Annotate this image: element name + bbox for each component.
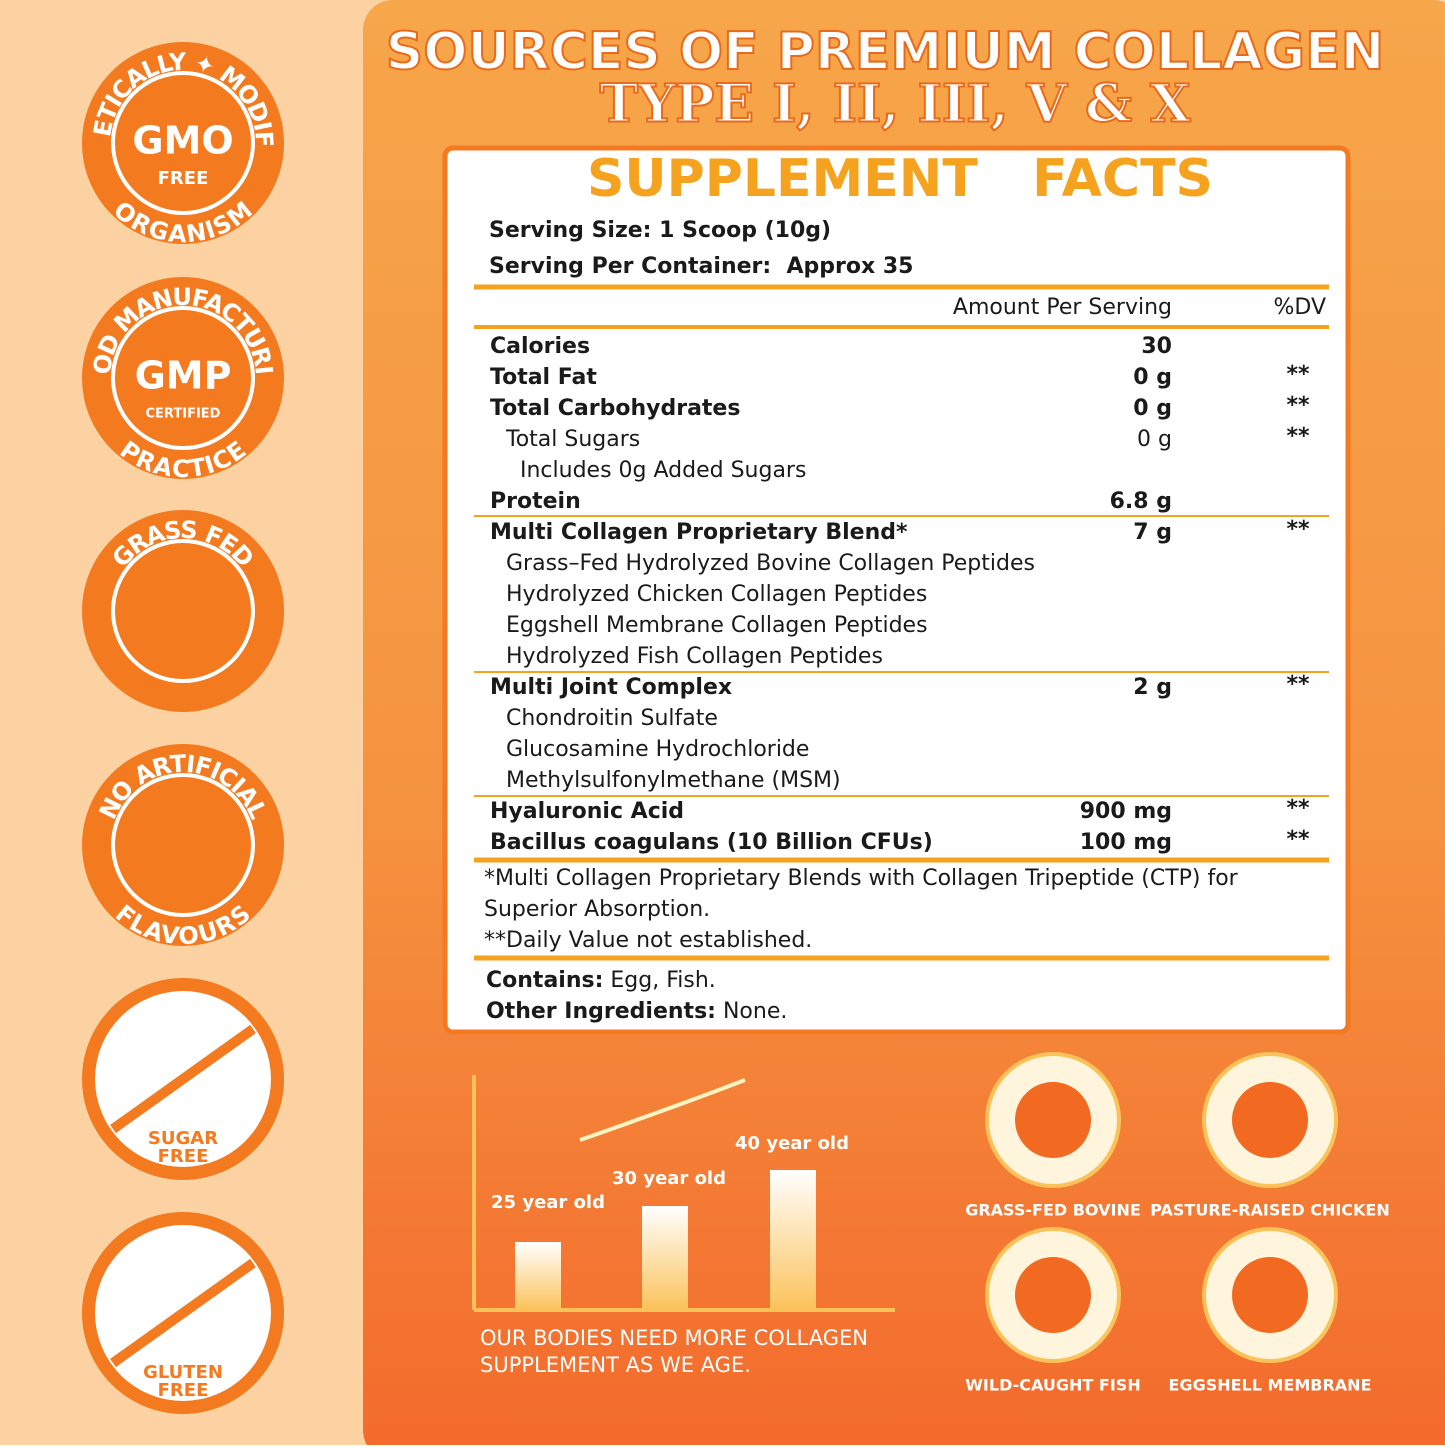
bar-label: 25 year old: [491, 1192, 605, 1213]
trend-arrow: [579, 1078, 746, 1142]
badge-center-text: GLUTEN: [143, 1362, 223, 1383]
badge-sub-text: FREE: [158, 168, 209, 189]
facts-heading: SUPPLEMENT FACTS: [587, 149, 1213, 209]
nutrient-name: Protein: [490, 489, 581, 514]
bar: [770, 1170, 816, 1310]
source-icon-inner: [1232, 1257, 1308, 1333]
badge-center-text: GMO: [132, 119, 233, 163]
nutrient-amount: 6.8 g: [1110, 489, 1172, 514]
nutrient-amount: 2 g: [1133, 675, 1172, 700]
contains: Contains: Egg, Fish.: [486, 968, 716, 993]
nutrient-amount: 0 g: [1133, 396, 1172, 421]
nutrient-amount: 100 mg: [1080, 830, 1172, 855]
nutrient-dv: **: [1286, 796, 1310, 821]
badge-inner-ring: [111, 71, 255, 215]
nutrient-dv: **: [1286, 393, 1310, 418]
source-label: EGGSHELL MEMBRANE: [1169, 1376, 1372, 1395]
nutrient-dv: **: [1286, 827, 1310, 852]
nutrient-amount: 30: [1141, 334, 1172, 359]
nutrient-name: Chondroitin Sulfate: [506, 706, 718, 731]
nutrient-name: Hydrolyzed Chicken Collagen Peptides: [506, 582, 927, 607]
nutrient-name: Grass–Fed Hydrolyzed Bovine Collagen Pep…: [506, 551, 1035, 576]
badge-sub-text: FREE: [158, 1146, 209, 1167]
source-label: WILD-CAUGHT FISH: [965, 1376, 1140, 1395]
footnote: **Daily Value not established.: [484, 928, 812, 953]
nutrient-name: Multi Joint Complex: [490, 675, 732, 700]
source-label: PASTURE-RAISED CHICKEN: [1150, 1201, 1389, 1220]
badge-sub-text: FREE: [158, 1380, 209, 1401]
servings-per-container: Serving Per Container: Approx 35: [489, 254, 913, 279]
nutrient-dv: **: [1286, 517, 1310, 542]
source-icon-inner: [1232, 1082, 1308, 1158]
title: SOURCES OF PREMIUM COLLAGEN: [386, 22, 1384, 82]
source-icon-inner: [1015, 1257, 1091, 1333]
badge-sub-text: CERTIFIED: [146, 407, 221, 422]
badge: GRASS FED: [82, 510, 284, 712]
badge-inner-ring: [111, 539, 255, 683]
badge-slash: [110, 1258, 256, 1368]
label: Contains:: [486, 968, 603, 993]
column-header: %DV: [1273, 295, 1326, 320]
nutrient-name: Multi Collagen Proprietary Blend*: [490, 520, 908, 545]
nutrient-dv: **: [1286, 424, 1310, 449]
bar: [515, 1242, 561, 1310]
value: Egg, Fish.: [610, 968, 715, 993]
value: None.: [723, 999, 787, 1024]
nutrient-name: Bacillus coagulans (10 Billion CFUs): [490, 830, 933, 855]
footnote: Superior Absorption.: [484, 897, 710, 922]
nutrient-name: Calories: [490, 334, 590, 359]
nutrient-name: Includes 0g Added Sugars: [520, 458, 806, 483]
chart-caption: OUR BODIES NEED MORE COLLAGEN: [480, 1326, 868, 1350]
nutrient-amount: 7 g: [1133, 520, 1172, 545]
bar: [642, 1206, 688, 1310]
nutrient-amount: 900 mg: [1080, 799, 1172, 824]
footnote: *Multi Collagen Proprietary Blends with …: [484, 866, 1239, 891]
nutrient-amount: 0 g: [1137, 427, 1172, 452]
nutrient-dv: **: [1286, 672, 1310, 697]
title: TYPE I, II, III, V & X: [599, 74, 1191, 135]
nutrient-name: Total Sugars: [505, 427, 640, 452]
age-chart: [472, 1075, 895, 1312]
label: Other Ingredients:: [486, 999, 716, 1024]
badge-inner-ring: [111, 773, 255, 917]
bar-label: 30 year old: [612, 1168, 726, 1189]
badge-inner-ring: [111, 306, 255, 450]
nutrient-name: Eggshell Membrane Collagen Peptides: [506, 613, 928, 638]
nutrient-name: Methylsulfonylmethane (MSM): [506, 768, 841, 793]
serving-size: Serving Size: 1 Scoop (10g): [489, 218, 831, 243]
nutrient-name: Glucosamine Hydrochloride: [506, 737, 809, 762]
badge-center-text: SUGAR: [148, 1128, 218, 1149]
column-header: Amount Per Serving: [953, 295, 1172, 320]
source-label: GRASS-FED BOVINE: [965, 1201, 1141, 1220]
nutrient-name: Hydrolyzed Fish Collagen Peptides: [506, 644, 883, 669]
nutrient-name: Hyaluronic Acid: [490, 799, 684, 824]
nutrient-name: Total Fat: [490, 365, 597, 390]
badge-center-text: GMP: [135, 354, 232, 398]
nutrient-name: Total Carbohydrates: [490, 396, 740, 421]
badge-slash: [110, 1024, 256, 1134]
source-icon-inner: [1015, 1082, 1091, 1158]
bar-label: 40 year old: [735, 1133, 849, 1154]
nutrient-amount: 0 g: [1133, 365, 1172, 390]
chart-caption: SUPPLEMENT AS WE AGE.: [480, 1353, 751, 1377]
other-ingredients: Other Ingredients: None.: [486, 999, 787, 1024]
facts-card: [442, 145, 1351, 1035]
nutrient-dv: **: [1286, 362, 1310, 387]
